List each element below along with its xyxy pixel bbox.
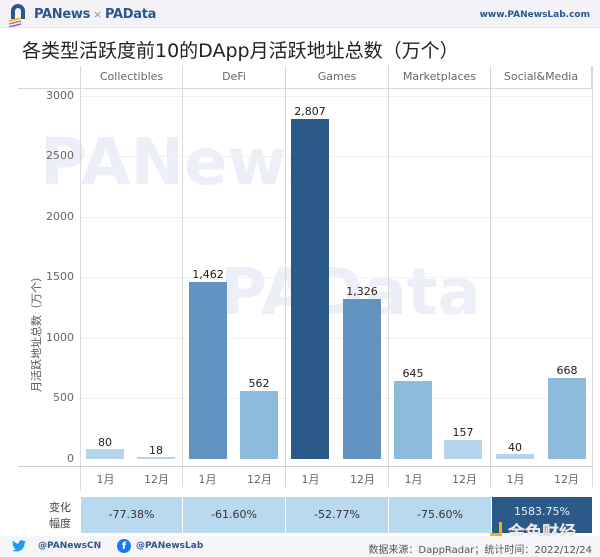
change-label-line1: 变化	[49, 501, 71, 514]
panel-header-marketplaces: Marketplaces	[388, 66, 490, 88]
gridline-2000	[80, 217, 592, 218]
header-divider	[18, 88, 592, 89]
gridline-3000	[80, 96, 592, 97]
x-axis-baseline	[18, 466, 592, 467]
month-label: 12月	[144, 473, 169, 486]
bar-label-games-dec: 1,326	[346, 285, 378, 298]
facebook-icon[interactable]: f	[117, 539, 131, 553]
bar-games-dec[interactable]	[343, 299, 381, 459]
month-label: 1月	[404, 473, 423, 486]
site-url[interactable]: www.PANewsLab.com	[479, 10, 590, 20]
footer: @PANewsCN f @PANewsLab 数据来源：DappRadar；统计…	[0, 536, 600, 557]
ytick-0: 0	[67, 452, 74, 465]
bar-defi-jan[interactable]	[189, 282, 227, 459]
jinse-logo-icon	[490, 522, 502, 536]
ytick-1500: 1500	[46, 270, 74, 283]
month-label: 1月	[96, 473, 115, 486]
panel-header-social-media: Social&Media	[490, 66, 592, 88]
y-axis-label: 月活跃地址总数（万个）	[30, 271, 43, 392]
panel-divider	[592, 66, 593, 487]
bar-label-defi-jan: 1,462	[192, 268, 224, 281]
bar-collectibles-jan[interactable]	[86, 449, 124, 459]
change-cell-defi: -61.60%	[182, 497, 285, 533]
bar-label-defi-dec: 562	[248, 377, 270, 390]
panel-header-collectibles: Collectibles	[80, 66, 182, 88]
month-label: 12月	[350, 473, 375, 486]
facebook-handle[interactable]: @PANewsLab	[136, 541, 204, 551]
ytick-3000: 3000	[46, 89, 74, 102]
month-label: 12月	[247, 473, 272, 486]
month-label: 1月	[506, 473, 525, 486]
data-source: 数据来源：DappRadar；统计时间：2022/12/24	[368, 545, 592, 556]
bar-label-social-media-dec: 668	[556, 364, 578, 377]
change-cell-social-media: 1583.75%	[491, 497, 592, 533]
twitter-handle[interactable]: @PANewsCN	[38, 541, 102, 551]
month-label: 12月	[452, 473, 477, 486]
brand-separator: ×	[93, 8, 102, 21]
chart-title: 各类型活跃度前10的DApp月活跃地址总数（万个）	[22, 40, 459, 62]
bar-label-games-jan: 2,807	[294, 105, 326, 118]
bar-marketplaces-dec[interactable]	[444, 440, 482, 459]
bar-defi-dec[interactable]	[240, 391, 278, 459]
panel-divider	[388, 66, 389, 487]
gridline-1500	[80, 277, 592, 278]
ytick-500: 500	[53, 391, 74, 404]
change-cell-games: -52.77%	[285, 497, 388, 533]
ytick-1000: 1000	[46, 331, 74, 344]
change-label-line2: 幅度	[49, 517, 71, 530]
panel-divider	[490, 66, 491, 487]
ytick-2500: 2500	[46, 149, 74, 162]
bar-label-collectibles-dec: 18	[149, 444, 163, 457]
change-cell-collectibles: -77.38%	[80, 497, 182, 533]
panews-logo-icon	[8, 4, 25, 27]
gridline-1000	[80, 338, 592, 339]
ytick-2000: 2000	[46, 210, 74, 223]
brand-name: PANews × PAData	[34, 7, 156, 22]
brand-header: PANews × PAData www.PANewsLab.com	[0, 0, 600, 28]
bar-label-marketplaces-dec: 157	[452, 426, 474, 439]
twitter-icon[interactable]	[12, 540, 26, 552]
brand-padata: PAData	[104, 7, 157, 22]
month-label: 1月	[301, 473, 320, 486]
month-label: 1月	[198, 473, 217, 486]
bar-social-media-dec[interactable]	[548, 378, 586, 459]
bar-chart: PANews PAData Collectibles DeFi Games Ma…	[0, 66, 600, 491]
bar-social-media-jan[interactable]	[496, 454, 534, 459]
gridline-2500	[80, 156, 592, 157]
month-label: 12月	[554, 473, 579, 486]
bar-games-jan[interactable]	[291, 119, 329, 459]
panel-header-defi: DeFi	[182, 66, 285, 88]
bar-marketplaces-jan[interactable]	[394, 381, 432, 459]
gridline-500	[80, 398, 592, 399]
panel-divider	[285, 66, 286, 487]
change-row-label: 变化 幅度	[38, 500, 82, 532]
bar-label-marketplaces-jan: 645	[402, 367, 424, 380]
brand-panews: PANews	[34, 7, 91, 22]
bar-collectibles-dec[interactable]	[137, 457, 175, 459]
panel-divider	[80, 66, 81, 491]
bar-label-collectibles-jan: 80	[98, 436, 112, 449]
bar-label-social-media-jan: 40	[508, 441, 522, 454]
change-cell-marketplaces: -75.60%	[388, 497, 491, 533]
panel-header-games: Games	[285, 66, 388, 88]
panel-divider	[182, 66, 183, 487]
